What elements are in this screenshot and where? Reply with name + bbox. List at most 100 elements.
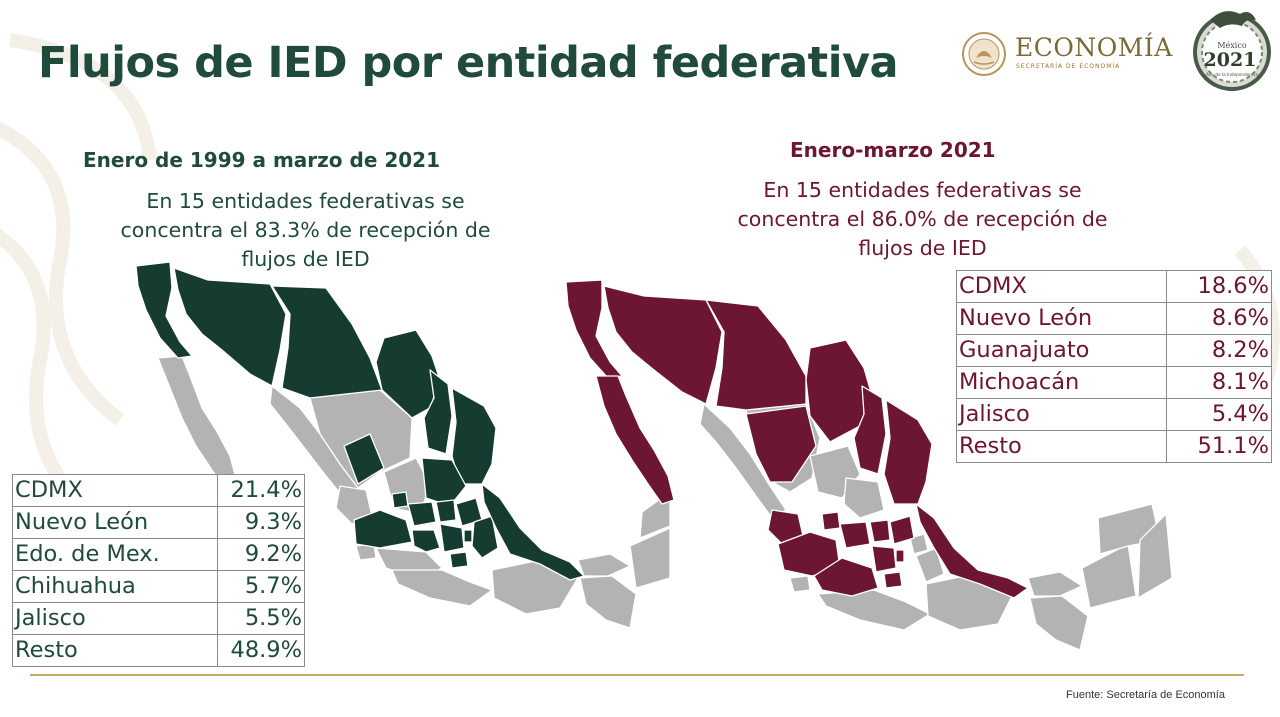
map-san-luis-potosi — [421, 457, 467, 507]
map-sonora — [173, 267, 287, 387]
entity-cell: Jalisco — [956, 398, 1167, 431]
left-subtitle: Enero de 1999 a marzo de 2021 — [83, 148, 441, 172]
map-baja-california-sur — [157, 355, 239, 491]
map-queretaro — [435, 499, 457, 523]
left-description-line2: concentra el 83.3% de recepción de — [120, 218, 491, 242]
value-cell: 18.6% — [1166, 270, 1272, 303]
table-row: Edo. de Mex. 9.2% — [12, 538, 305, 571]
map-queretaro — [869, 519, 891, 543]
value-cell: 51.1% — [1166, 430, 1272, 463]
entity-cell: Chihuahua — [12, 570, 218, 603]
entity-cell: CDMX — [956, 270, 1167, 303]
map-colima-grey — [789, 575, 811, 593]
map-jalisco — [353, 509, 413, 549]
map-guerrero-grey — [817, 589, 931, 631]
table-row: Nuevo León 8.6% — [956, 302, 1272, 335]
value-cell: 8.6% — [1166, 302, 1272, 335]
map-chihuahua — [271, 285, 383, 399]
table-row: CDMX 21.4% — [12, 474, 305, 507]
value-cell: 5.7% — [217, 570, 305, 603]
map-campeche — [629, 527, 670, 589]
right-description-line3: flujos de IED — [858, 236, 987, 260]
left-description: En 15 entidades federativas se concentra… — [78, 187, 533, 274]
value-cell: 48.9% — [217, 634, 305, 667]
map-michoacan — [411, 529, 441, 553]
left-table: CDMX 21.4% Nuevo León 9.3% Edo. de Mex. 9.2… — [12, 474, 305, 667]
right-table: CDMX 18.6% Nuevo León 8.6% Guanajuato 8.2% … — [956, 270, 1272, 463]
map-puebla-grey — [915, 547, 945, 583]
map-veracruz — [481, 483, 585, 581]
value-cell: 9.2% — [217, 538, 305, 571]
right-subtitle: Enero-marzo 2021 — [790, 138, 996, 162]
value-cell: 8.1% — [1166, 366, 1272, 399]
map-sinaloa-slice — [343, 433, 385, 485]
map-tabasco-grey — [1027, 571, 1083, 597]
independence-2021-emblem: México 2021 Año de la Independencia — [1193, 11, 1271, 91]
emblem-year: 2021 — [1204, 49, 1257, 71]
map-slp-grey — [843, 477, 885, 519]
map-tlaxcala-grey — [909, 533, 929, 555]
entity-cell: CDMX — [12, 474, 218, 507]
table-row: CDMX 18.6% — [956, 270, 1272, 303]
page-title: Flujos de IED por entidad federativa — [38, 38, 899, 88]
map-michoacan — [813, 557, 879, 597]
right-description: En 15 entidades federativas se concentra… — [695, 176, 1150, 263]
map-morelos — [449, 551, 469, 569]
map-guerrero — [391, 569, 493, 607]
table-row: Resto 48.9% — [12, 634, 305, 667]
map-puebla — [471, 515, 499, 559]
value-cell: 8.2% — [1166, 334, 1272, 367]
emblem-line1: México — [1217, 41, 1246, 50]
table-row: Michoacán 8.1% — [956, 366, 1272, 399]
map-veracruz — [915, 503, 1029, 599]
map-edomex — [439, 523, 465, 553]
map-nuevo-leon — [423, 369, 453, 455]
footer-divider — [30, 674, 1244, 676]
map-chiapas — [579, 575, 637, 629]
map-campeche-grey — [1081, 543, 1137, 609]
right-description-line1: En 15 entidades federativas se — [763, 178, 1082, 202]
value-cell: 5.5% — [217, 602, 305, 635]
map-aguascalientes — [821, 511, 841, 531]
entity-cell: Edo. de Mex. — [12, 538, 218, 571]
mexico-seal-icon — [962, 32, 1006, 76]
value-cell: 21.4% — [217, 474, 305, 507]
left-mexico-map — [135, 261, 670, 629]
map-tamaulipas — [451, 387, 497, 485]
entity-cell: Michoacán — [956, 366, 1167, 399]
map-morelos — [883, 571, 903, 589]
map-aguascalientes — [391, 491, 409, 509]
entity-cell: Resto — [12, 634, 218, 667]
map-cdmx — [895, 549, 905, 563]
map-nuevo-leon — [853, 385, 887, 475]
map-tabasco — [577, 553, 631, 577]
map-chihuahua — [705, 299, 807, 411]
right-mexico-map — [565, 279, 1173, 651]
brand-subtitle: SECRETARÍA DE ECONOMÍA — [1016, 63, 1121, 70]
entity-cell: Jalisco — [12, 602, 218, 635]
table-row: Nuevo León 9.3% — [12, 506, 305, 539]
source-note: Fuente: Secretaría de Economía — [1066, 689, 1225, 701]
map-baja-california — [135, 261, 193, 359]
emblem-line3: Año de la Independencia — [1206, 72, 1258, 77]
table-row: Jalisco 5.4% — [956, 398, 1272, 431]
entity-cell: Nuevo León — [12, 506, 218, 539]
table-row: Chihuahua 5.7% — [12, 570, 305, 603]
entity-cell: Nuevo León — [956, 302, 1167, 335]
left-description-line1: En 15 entidades federativas se — [146, 189, 465, 213]
map-edomex — [871, 545, 897, 573]
left-description-line3: flujos de IED — [241, 247, 370, 271]
map-hidalgo — [889, 515, 915, 545]
map-durango — [745, 405, 817, 483]
map-chiapas-grey — [1029, 595, 1089, 651]
right-description-line2: concentra el 86.0% de recepción de — [737, 207, 1108, 231]
entity-cell: Guanajuato — [956, 334, 1167, 367]
table-row: Jalisco 5.5% — [12, 602, 305, 635]
brand-name: ECONOMÍA — [1015, 33, 1173, 62]
map-guanajuato — [839, 521, 871, 549]
map-cdmx — [463, 529, 473, 543]
entity-cell: Resto — [956, 430, 1167, 463]
map-sonora — [603, 285, 723, 405]
map-baja-california-sur — [595, 375, 675, 505]
value-cell: 5.4% — [1166, 398, 1272, 431]
